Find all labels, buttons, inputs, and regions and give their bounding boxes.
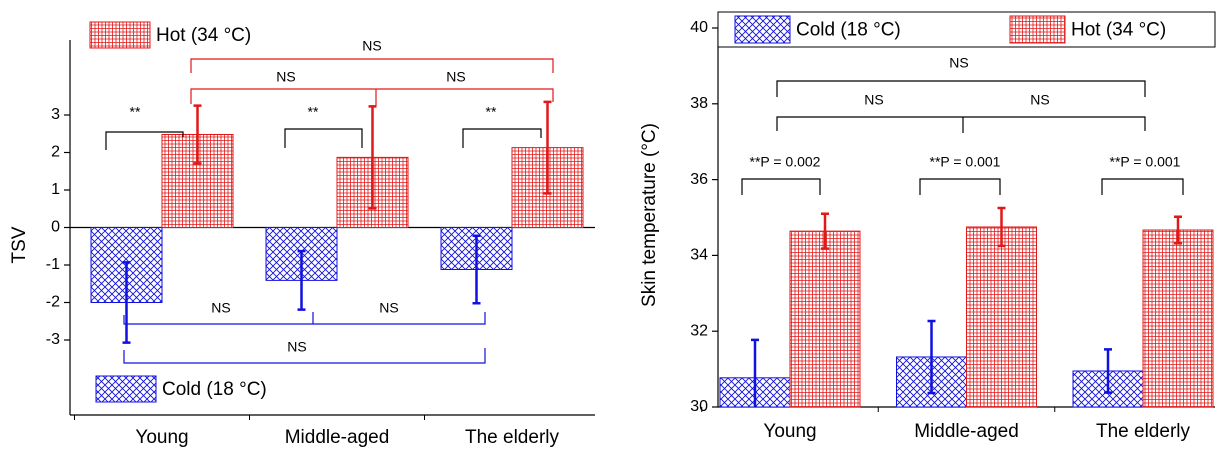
significance-bracket xyxy=(105,131,184,150)
error-bar xyxy=(122,261,131,344)
error-bar xyxy=(193,104,202,165)
x-tick-label: Middle-aged xyxy=(914,421,1019,442)
annotation: NS xyxy=(864,92,883,108)
chart-panel: -3 -2 -1 0 1 2 3 TSV Young Middle-aged The elderly… xyxy=(9,21,595,448)
error-bar xyxy=(1174,215,1182,245)
annotation: NS xyxy=(949,55,968,71)
x-tick-label: Young xyxy=(135,427,188,448)
significance-bracket xyxy=(776,80,1146,97)
legend-frame xyxy=(717,11,1216,48)
annotation: **P = 0.001 xyxy=(930,154,1001,170)
annotation: NS xyxy=(287,339,306,355)
legend-swatch xyxy=(1009,15,1066,44)
significance-bracket xyxy=(190,88,554,106)
y-tick-label: 30 xyxy=(690,398,708,415)
annotation: **P = 0.001 xyxy=(1110,154,1181,170)
significance-bracket xyxy=(776,116,1146,133)
significance-bracket xyxy=(462,128,542,148)
significance-bracket xyxy=(741,178,821,195)
annotation: ** xyxy=(308,104,319,120)
legend-swatch xyxy=(734,15,791,44)
legend-swatch xyxy=(89,21,151,49)
annotation: **P = 0.002 xyxy=(750,154,821,170)
y-axis-label: TSV xyxy=(9,226,30,263)
y-tick-label: 40 xyxy=(690,19,708,36)
significance-bracket xyxy=(919,178,1001,195)
bar xyxy=(1142,229,1214,408)
annotation: NS xyxy=(379,300,398,316)
y-tick-label: 1 xyxy=(51,181,60,198)
error-bar xyxy=(1104,348,1112,394)
x-tick-label: The elderly xyxy=(1096,421,1190,442)
y-tick-label: 38 xyxy=(690,95,708,112)
chart-panel: 30 32 34 36 38 40 Skin temperature (°C) Young Mi… xyxy=(639,11,1216,442)
error-bar xyxy=(472,234,481,305)
y-tick-label: 3 xyxy=(51,106,60,123)
error-bar xyxy=(927,319,936,395)
significance-bracket xyxy=(190,58,554,73)
significance-bracket xyxy=(1101,178,1184,195)
significance-bracket xyxy=(284,128,363,148)
error-bar xyxy=(751,338,759,407)
legend-label: Cold (18 °C) xyxy=(796,20,901,41)
legend-label: Hot (34 °C) xyxy=(1071,20,1166,41)
annotation: ** xyxy=(130,104,141,120)
annotation: NS xyxy=(211,300,230,316)
significance-bracket xyxy=(123,312,486,325)
bar xyxy=(789,230,861,408)
y-axis-label: Skin temperature (°C) xyxy=(639,123,660,307)
y-tick-label: 32 xyxy=(690,322,708,339)
y-tick-label: 36 xyxy=(690,171,708,188)
annotation: NS xyxy=(276,69,295,85)
x-tick-label: Middle-aged xyxy=(285,427,390,448)
legend-swatch xyxy=(95,375,157,403)
annotation: NS xyxy=(362,38,381,54)
bar xyxy=(966,226,1037,408)
error-bar xyxy=(997,206,1006,248)
x-tick-label: Young xyxy=(763,421,816,442)
y-tick-label: -1 xyxy=(46,256,60,273)
y-tick-label: 2 xyxy=(51,144,60,161)
legend-label: Cold (18 °C) xyxy=(162,379,267,400)
y-tick-label: 0 xyxy=(51,219,60,236)
annotation: ** xyxy=(486,104,497,120)
error-bar xyxy=(821,212,829,250)
significance-bracket xyxy=(123,348,486,364)
annotation: NS xyxy=(1030,92,1049,108)
y-tick-label: 34 xyxy=(690,247,708,264)
error-bar xyxy=(297,249,306,311)
error-bar xyxy=(368,105,377,210)
x-tick-label: The elderly xyxy=(465,427,559,448)
y-tick-label: -2 xyxy=(46,294,60,311)
error-bar xyxy=(543,100,552,195)
y-tick-label: -3 xyxy=(46,331,60,348)
legend-label: Hot (34 °C) xyxy=(156,25,251,46)
annotation: NS xyxy=(446,69,465,85)
